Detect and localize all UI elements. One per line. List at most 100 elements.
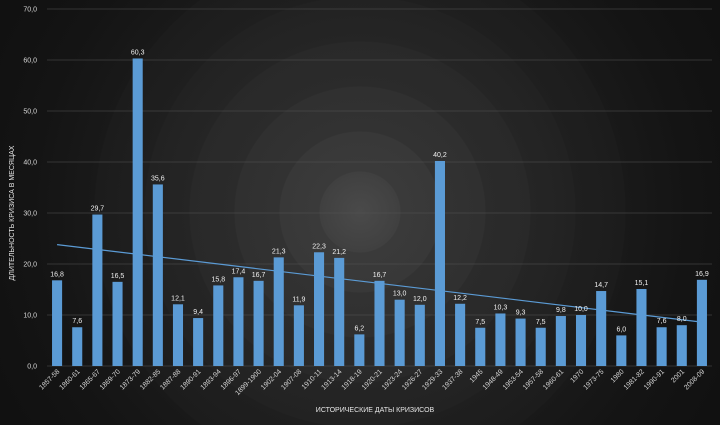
data-label: 12,2 [453,295,467,302]
x-tick-label: 1920-21 [361,368,384,391]
x-tick-label: 1981-82 [623,368,646,391]
x-tick-label: 1857-58 [38,368,61,391]
bar [535,327,546,366]
bar [72,327,83,366]
x-tick-label: 1913-14 [320,368,343,391]
bar [455,303,466,366]
x-tick-label: 1890-91 [179,368,202,391]
bar [193,318,204,366]
x-tick-label: 1882-85 [139,368,162,391]
data-label: 40,2 [433,152,447,159]
y-tick-label: 0,0 [27,364,37,371]
y-tick-label: 20,0 [23,262,37,269]
x-tick-label: 1907-08 [280,368,303,391]
data-label: 22,3 [312,243,326,250]
data-label: 12,1 [171,295,185,302]
bar [696,279,707,366]
bars [52,58,707,366]
bar [334,257,345,366]
trendline [57,244,702,323]
x-tick-label: 2001 [670,368,686,384]
x-tick-label: 1945 [469,368,485,384]
x-tick-label: 1923-24 [381,368,404,391]
data-label: 16,9 [695,271,709,278]
data-label: 14,7 [594,282,608,289]
bar [172,304,184,366]
bar [394,299,405,366]
data-label: 7,6 [72,318,82,325]
x-tick-label: 1865-67 [79,368,102,391]
data-label: 13,0 [393,291,407,298]
data-label: 16,7 [252,272,266,279]
y-tick-label: 70,0 [23,7,37,14]
trendline-group [57,244,702,323]
x-tick-label: 1910-11 [301,368,324,391]
data-label: 9,3 [516,310,526,317]
data-label: 16,8 [50,271,64,278]
y-tick-label: 10,0 [23,313,37,320]
bar [656,327,667,366]
data-label: 6,2 [354,325,364,332]
data-label: 17,4 [232,268,246,275]
data-label: 10,3 [494,304,508,311]
bar [92,214,103,366]
bar [112,281,123,366]
bar [596,291,607,366]
x-axis-title: ИСТОРИЧЕСКИЕ ДАТЫ КРИЗИСОВ [316,407,435,414]
bar [555,316,566,366]
data-labels: 16,8 7,6 29,7 16,5 60,3 35,6 12,1 9,4 15,8 17,4 16… [50,49,709,333]
x-tick-label: 1929-33 [421,368,444,391]
data-label: 9,8 [556,307,566,314]
data-label: 6,0 [616,326,626,333]
data-label: 7,5 [475,319,485,326]
y-axis-ticks: 0,0 10,0 20,0 30,0 40,0 50,0 60,0 70,0 [23,7,37,371]
bar [575,315,587,366]
x-tick-label: 1869-70 [99,368,122,391]
x-axis-ticks: 1857-581860-611865-671869-701873-791882-… [38,368,706,397]
x-tick-label: 1902-04 [260,368,283,391]
bar [213,285,224,366]
data-label: 7,6 [657,318,667,325]
data-label: 7,5 [536,319,546,326]
x-tick-label: 1893-94 [200,368,223,391]
data-label: 9,4 [193,309,203,316]
data-label: 21,3 [272,248,286,255]
data-label: 8,0 [677,316,687,323]
bar [132,58,143,366]
data-label: 29,7 [91,206,105,213]
x-tick-label: 1970 [569,368,585,384]
y-tick-label: 40,0 [23,160,37,167]
data-label: 16,7 [373,272,387,279]
x-tick-label: 1926-27 [401,368,424,391]
x-tick-label: 1990-91 [643,368,666,391]
bar [253,280,264,366]
y-tick-label: 30,0 [23,211,37,218]
data-label: 60,3 [131,49,145,56]
y-axis-title: ДЛИТЕЛЬНОСТЬ КРИЗИСА В МЕСЯЦАХ [9,145,16,280]
bar [636,288,647,366]
data-label: 11,9 [292,296,305,303]
x-tick-label: 1918-19 [341,368,364,391]
bar [475,327,486,366]
data-label: 16,5 [111,273,125,280]
x-tick-label: 1973-75 [582,368,605,391]
x-tick-label: 1873-79 [119,368,142,391]
bar [434,160,445,366]
bar [293,305,304,366]
x-tick-label: 1948-49 [482,368,505,391]
bar [233,277,244,366]
x-tick-label: 1887-88 [159,368,182,391]
data-label: 21,2 [332,249,346,256]
y-tick-label: 50,0 [23,109,37,116]
x-tick-label: 1937-38 [441,368,464,391]
bar [616,335,627,366]
x-tick-label: 1957-58 [522,368,545,391]
bar [374,280,385,366]
y-tick-label: 60,0 [23,58,37,65]
bar [354,334,365,366]
x-tick-label: 1960-61 [542,368,565,391]
data-label: 12,0 [413,296,427,303]
bar [676,325,687,366]
